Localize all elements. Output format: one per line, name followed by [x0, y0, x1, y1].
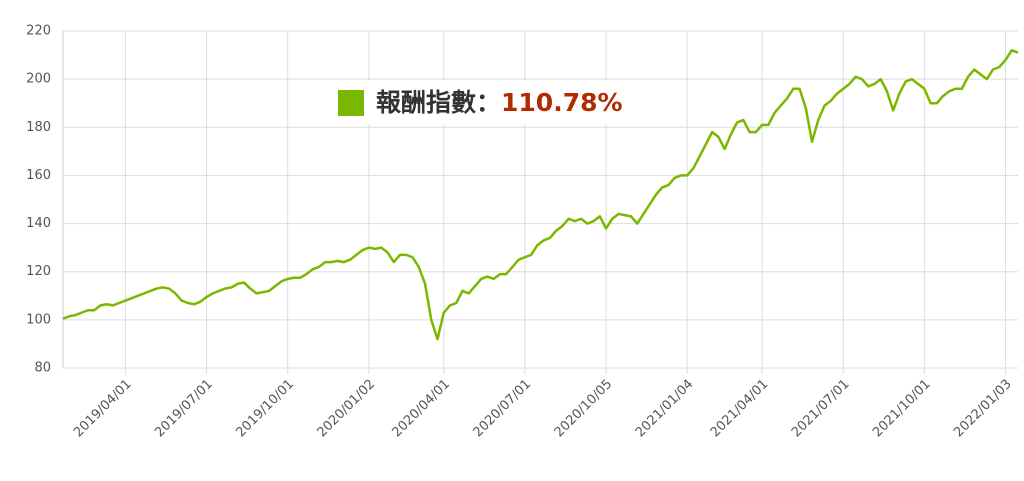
x-tick-label: 2019/04/01: [71, 377, 135, 441]
x-tick-label: 2019/07/01: [152, 377, 216, 441]
return-value: 110.78%: [501, 88, 623, 117]
y-tick-label: 120: [26, 264, 51, 279]
x-tick-label: 2021/04/01: [708, 377, 772, 441]
x-tick-label: 2021/10/01: [870, 377, 934, 441]
y-tick-label: 200: [26, 72, 51, 87]
legend-bg: [330, 80, 670, 124]
x-tick-label: 2020/01/02: [315, 377, 379, 441]
legend-label: 報酬指數：: [376, 88, 501, 117]
legend-text: 報酬指數：110.78%: [376, 88, 623, 117]
x-tick-label: 2019/10/01: [233, 377, 297, 441]
x-tick-label: 2021/01/04: [633, 377, 697, 441]
y-tick-label: 80: [34, 361, 51, 376]
y-tick-label: 100: [26, 312, 51, 327]
data-line: [62, 49, 1019, 341]
x-tick-label: 2021/07/01: [789, 377, 853, 441]
x-tick-label: 2020/04/01: [389, 377, 453, 441]
x-tick-label: 2020/10/05: [552, 377, 616, 441]
y-tick-label: 140: [26, 216, 51, 231]
x-tick-label: 2020/07/01: [471, 377, 535, 441]
y-tick-label: 220: [26, 24, 51, 39]
x-tick-label: 2022/01/03: [951, 377, 1015, 441]
y-tick-label: 160: [26, 168, 51, 183]
legend-swatch: [338, 90, 364, 116]
y-tick-label: 180: [26, 120, 51, 135]
